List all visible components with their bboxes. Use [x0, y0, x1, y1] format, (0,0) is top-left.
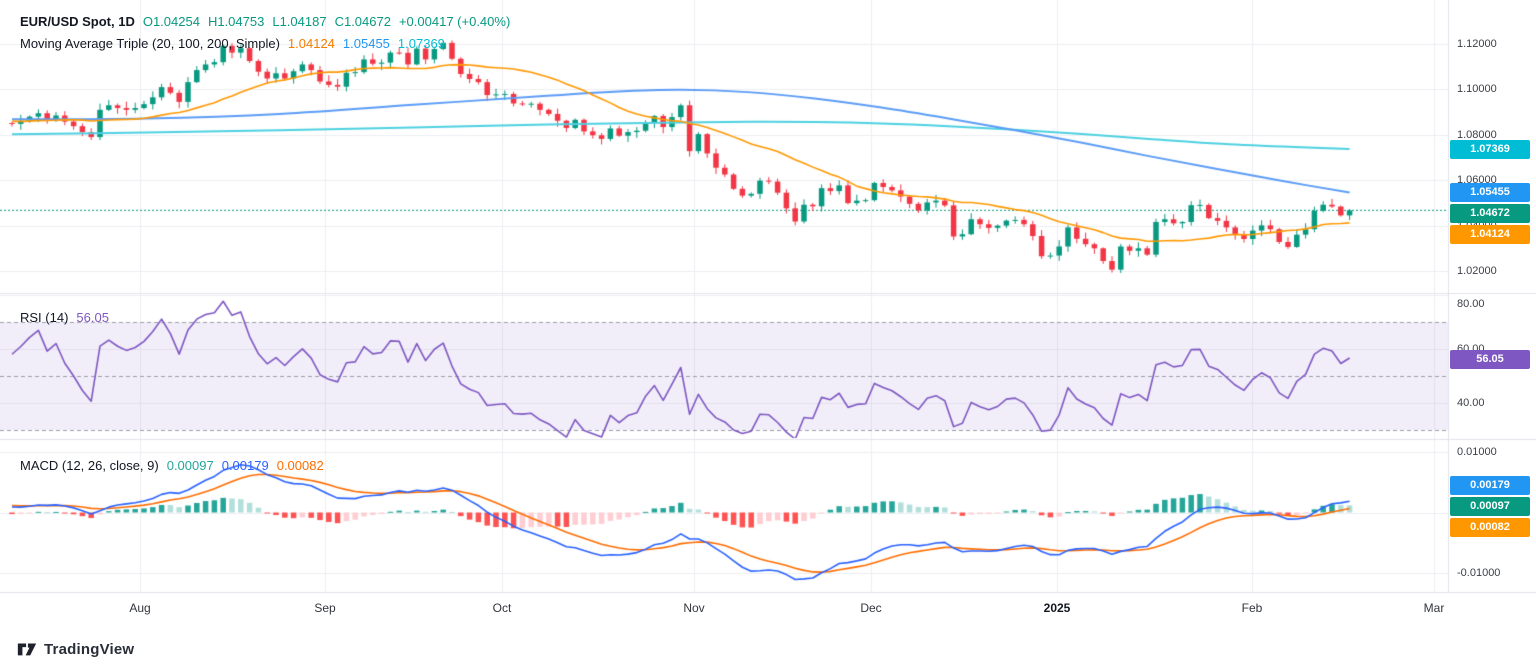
rsi-value: 56.05 [76, 310, 109, 325]
time-axis-label-nov: Nov [683, 601, 705, 615]
ma100-value: 1.05455 [342, 36, 390, 51]
macd-hist-badge: 0.00097 [1450, 497, 1530, 517]
price-axis-label: 1.10000 [1457, 83, 1497, 96]
macd-indicator-header: MACD (12, 26, close, 9) 0.00097 0.00179 … [20, 458, 324, 473]
tradingview-logo-icon [17, 643, 37, 656]
time-axis-label-2025: 2025 [1043, 601, 1071, 615]
rsi-axis-label: 40.00 [1457, 397, 1485, 409]
time-scale[interactable]: Aug Sep Oct Nov Dec 2025 Feb Mar [0, 592, 1536, 626]
time-axis-label-oct: Oct [492, 601, 512, 615]
rsi-indicator-title[interactable]: RSI (14) [20, 310, 69, 325]
rsi-value-badge: 56.05 [1450, 350, 1530, 370]
symbol-title[interactable]: EUR/USD Spot, 1D [20, 14, 135, 29]
time-axis-label-feb: Feb [1241, 601, 1263, 615]
macd-indicator-title[interactable]: MACD (12, 26, close, 9) [20, 458, 159, 473]
ma200-price-badge: 1.07369 [1450, 139, 1530, 159]
symbol-header: EUR/USD Spot, 1D O1.04254 H1.04753 L1.04… [20, 14, 510, 29]
ma20-price-badge: 1.04124 [1450, 225, 1530, 245]
ma200-value: 1.07369 [397, 36, 445, 51]
price-axis-label: 1.08000 [1457, 128, 1497, 141]
macd-axis-label: -0.01000 [1457, 567, 1501, 579]
macd-line-value: 0.00179 [221, 458, 269, 473]
rsi-indicator-header: RSI (14) 56.05 [20, 310, 109, 325]
macd-hist-value: 0.00097 [166, 458, 214, 473]
last-price-badge: 1.04672 [1450, 204, 1530, 224]
price-axis-label: 1.02000 [1457, 265, 1497, 277]
ohlc-open: O1.04254 [142, 14, 200, 29]
ma100-price-badge: 1.05455 [1450, 183, 1530, 203]
ohlc-low: L1.04187 [272, 14, 327, 29]
macd-signal-badge: 0.00082 [1450, 518, 1530, 538]
price-axis-label: 1.12000 [1457, 38, 1497, 50]
ma-indicator-header: Moving Average Triple (20, 100, 200, Sim… [20, 36, 445, 51]
ohlc-close: C1.04672 [334, 14, 391, 29]
macd-axis-label: 0.01000 [1457, 446, 1497, 458]
tradingview-logo[interactable]: TradingView [16, 639, 134, 659]
price-scale[interactable]: 1.120001.100001.080001.060001.040001.020… [1448, 0, 1536, 592]
tradingview-logo-text: TradingView [44, 640, 135, 658]
macd-line-badge: 0.00179 [1450, 476, 1530, 496]
time-axis-label-dec: Dec [860, 601, 882, 615]
ohlc-change: +0.00417 (+0.40%) [398, 14, 511, 29]
time-axis-label-mar: Mar [1423, 601, 1445, 615]
time-axis-label-aug: Aug [129, 601, 151, 615]
ma20-value: 1.04124 [287, 36, 335, 51]
ma-indicator-title[interactable]: Moving Average Triple (20, 100, 200, Sim… [20, 36, 280, 51]
time-axis-label-sep: Sep [314, 601, 336, 615]
ohlc-high: H1.04753 [207, 14, 265, 29]
rsi-pane[interactable] [0, 294, 1448, 438]
macd-signal-value: 0.00082 [276, 458, 324, 473]
rsi-axis-label: 80.00 [1457, 298, 1485, 310]
